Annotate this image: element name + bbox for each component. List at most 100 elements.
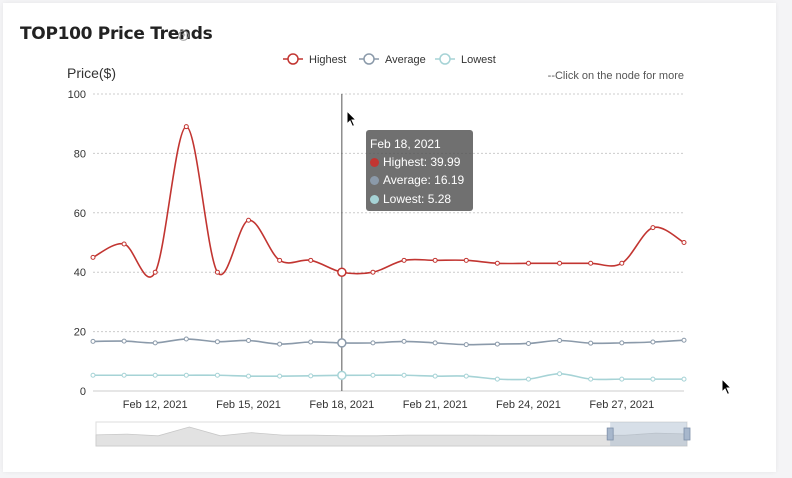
legend-label-average: Average [385,54,426,66]
data-point-highest [588,260,594,266]
tooltip-dot-highest [370,158,379,168]
click-hint: --Click on the node for more [548,70,684,82]
data-point-lowest [277,373,283,379]
data-point-lowest [370,372,376,378]
data-point-average [152,340,158,346]
x-tick-label: Feb 27, 2021 [589,399,654,411]
data-point-average [121,338,127,344]
data-point-highest [90,254,96,260]
legend-marker-lowest [439,53,451,65]
data-point-average [650,339,656,345]
x-tick-label: Feb 15, 2021 [216,399,281,411]
data-point-highest [401,257,407,263]
tooltip-dot-lowest [370,194,379,204]
data-point-highest [337,267,347,277]
y-tick-label: 60 [74,208,86,220]
data-point-lowest [337,370,347,381]
data-point-highest [183,124,189,130]
legend-label-highest: Highest [309,54,346,66]
chart-tooltip: Feb 18, 2021 Highest: 39.99 Average: 16.… [366,130,473,211]
tooltip-row-average: Average: 16.19 [370,171,473,189]
chart-title: TOP100 Price Trends [20,24,213,44]
x-tick-label: Feb 18, 2021 [309,399,374,411]
data-point-highest [650,225,656,231]
data-point-lowest [183,372,189,378]
data-point-average [90,338,96,344]
legend-marker-highest [287,53,299,65]
data-point-lowest [650,376,656,382]
x-tick-label: Feb 12, 2021 [123,399,188,411]
tooltip-label-highest: Highest: 39.99 [383,155,461,170]
tooltip-date: Feb 18, 2021 [370,137,441,151]
data-point-lowest [432,373,438,379]
data-point-lowest [401,372,407,378]
data-point-average [681,337,687,343]
data-point-highest [121,241,127,247]
data-point-average [308,339,314,345]
data-point-highest [619,260,625,266]
y-tick-label: 100 [68,89,86,101]
legend-item-average[interactable]: Average [359,53,426,66]
data-point-lowest [619,376,625,382]
data-point-highest [370,269,376,275]
y-tick-label: 0 [80,386,86,398]
data-point-highest [246,217,252,223]
tooltip-row-lowest: Lowest: 5.28 [370,190,473,208]
data-point-highest [308,257,314,263]
mouse-cursor-icon [346,110,358,128]
data-point-average [277,341,283,347]
data-point-lowest [90,372,96,378]
data-point-highest [463,257,469,263]
y-tick-label: 20 [74,327,86,339]
data-point-lowest [557,371,563,377]
zoom-preview-area [95,426,688,447]
tooltip-label-average: Average: 16.19 [383,173,465,188]
data-point-highest [494,260,500,266]
x-tick-label: Feb 21, 2021 [403,399,468,411]
data-point-lowest [681,376,687,382]
zoom-handle-start[interactable] [606,427,614,441]
y-axis-label: Price($) [67,65,116,81]
data-point-average [494,341,500,347]
data-point-highest [432,257,438,263]
series-line-lowest [93,372,684,381]
data-point-average [246,338,252,344]
tooltip-row-highest: Highest: 39.99 [370,153,473,171]
data-point-average [619,340,625,346]
mouse-cursor-icon [721,378,733,396]
data-point-average [463,342,469,348]
data-point-highest [152,269,158,275]
data-point-lowest [588,376,594,382]
data-point-average [401,338,407,344]
data-point-highest [277,257,283,263]
data-point-average [557,338,563,344]
legend-marker-average [363,53,375,65]
data-point-lowest [525,376,531,382]
data-point-lowest [152,372,158,378]
legend-item-highest[interactable]: Highest [283,53,346,66]
data-zoom-slider[interactable] [95,421,691,447]
data-point-average [432,340,438,346]
legend-label-lowest: Lowest [461,54,496,66]
data-point-average [337,338,347,348]
tooltip-dot-average [370,176,379,186]
data-point-highest [557,260,563,266]
question-circle-icon[interactable]: ? [178,30,189,41]
data-point-lowest [121,372,127,378]
data-point-average [183,336,189,342]
data-point-average [370,340,376,346]
legend-item-lowest[interactable]: Lowest [435,53,496,66]
data-point-highest [681,240,687,245]
data-point-lowest [463,373,469,379]
series-line-average [92,338,685,346]
svg-text:?: ? [181,31,185,40]
zoom-handle-end[interactable] [683,427,691,441]
data-point-lowest [494,376,500,382]
data-point-average [214,339,220,345]
tooltip-label-lowest: Lowest: 5.28 [383,191,452,206]
y-tick-label: 80 [74,148,86,160]
x-tick-label: Feb 24, 2021 [496,399,561,411]
y-tick-label: 40 [74,267,86,279]
data-point-lowest [308,373,314,379]
